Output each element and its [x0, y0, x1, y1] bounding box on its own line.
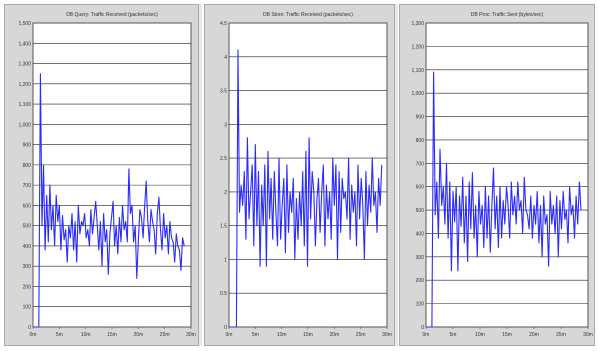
y-tick-label: 500: [416, 208, 425, 214]
x-tick-label: 25m: [556, 332, 566, 338]
x-tick-label: 20m: [329, 332, 339, 338]
chart-title: DB Proc: Traffic Sent (bytes/sec): [471, 12, 544, 18]
x-tick-label: 5m: [252, 332, 259, 338]
y-tick-label: 200: [23, 284, 32, 290]
plot-area: [425, 22, 589, 328]
series-line: [426, 71, 582, 328]
y-tick-label: 600: [416, 185, 425, 191]
y-tick-label: 100: [416, 302, 425, 308]
y-tick-label: 300: [416, 255, 425, 261]
chart-title: DB Store: Traffic Received (packets/sec): [263, 12, 353, 18]
y-tick-label: 2: [224, 190, 227, 196]
x-tick-label: 10m: [475, 332, 485, 338]
y-tick-label: 400: [23, 244, 32, 250]
x-tick-label: 15m: [303, 332, 313, 338]
y-tick-label: 1,300: [411, 21, 424, 27]
panel-separator: [395, 4, 398, 346]
x-tick-label: 5m: [450, 332, 457, 338]
y-tick-label: 700: [23, 183, 32, 189]
x-tick-label: 0m: [30, 332, 37, 338]
x-tick-label: 0m: [423, 332, 430, 338]
y-tick-label: 300: [23, 264, 32, 270]
chart-3-svg: DB Proc: Traffic Sent (bytes/sec) 0 100 200…: [411, 12, 593, 338]
y-tick-label: 0.5: [220, 291, 227, 297]
x-tick-label: 5m: [56, 332, 63, 338]
y-tick-label: 4: [224, 55, 227, 61]
y-tick-label: 800: [23, 163, 32, 169]
chart-2-svg: DB Store: Traffic Received (packets/sec)…: [220, 12, 392, 338]
y-tick-label: 1,500: [18, 21, 31, 27]
plot-area: [32, 22, 192, 328]
y-tick-label: 0: [224, 325, 227, 331]
chart-1-svg: DB Query: Traffic Received (packets/sec)…: [18, 12, 196, 338]
x-tick-label: 10m: [81, 332, 91, 338]
x-tick-label: 20m: [529, 332, 539, 338]
y-tick-label: 1: [224, 257, 227, 263]
y-tick-label: 0: [28, 325, 31, 331]
y-tick-label: 1.5: [220, 224, 227, 230]
x-tick-label: 30m: [382, 332, 392, 338]
y-tick-label: 1,400: [18, 41, 31, 47]
y-tick-label: 600: [23, 203, 32, 209]
y-tick-label: 1,200: [411, 44, 424, 50]
y-tick-label: 3.5: [220, 89, 227, 95]
y-tick-label: 800: [416, 138, 425, 144]
series-line: [229, 49, 383, 328]
y-tick-label: 1,300: [18, 62, 31, 68]
y-tick-label: 700: [416, 161, 425, 167]
y-tick-label: 1,000: [411, 91, 424, 97]
x-tick-label: 25m: [160, 332, 170, 338]
y-tick-label: 0: [421, 325, 424, 331]
x-tick-label: 25m: [356, 332, 366, 338]
x-tick-label: 15m: [107, 332, 117, 338]
y-tick-label: 3: [224, 122, 227, 128]
y-tick-label: 100: [23, 305, 32, 311]
y-tick-label: 400: [416, 231, 425, 237]
y-tick-label: 1,200: [18, 82, 31, 88]
x-tick-label: 20m: [133, 332, 143, 338]
chart-panel-1: DB Query: Traffic Received (packets/sec)…: [4, 4, 199, 346]
y-tick-label: 1,000: [18, 122, 31, 128]
y-tick-label: 900: [23, 143, 32, 149]
x-tick-label: 30m: [186, 332, 196, 338]
y-tick-label: 4.5: [220, 21, 227, 27]
chart-panel-2: DB Store: Traffic Received (packets/sec)…: [204, 4, 395, 346]
x-tick-label: 10m: [277, 332, 287, 338]
y-tick-label: 1,100: [18, 102, 31, 108]
chart-title: DB Query: Traffic Received (packets/sec): [66, 12, 158, 18]
panel-separator: [199, 4, 202, 346]
y-tick-label: 500: [23, 224, 32, 230]
series-line: [33, 73, 185, 328]
chart-panel-3: DB Proc: Traffic Sent (bytes/sec) 0 100 200…: [399, 4, 595, 346]
y-tick-label: 1,100: [411, 68, 424, 74]
x-tick-label: 15m: [502, 332, 512, 338]
y-tick-label: 2.5: [220, 156, 227, 162]
x-tick-label: 0m: [226, 332, 233, 338]
y-tick-label: 200: [416, 278, 425, 284]
y-tick-label: 900: [416, 115, 425, 121]
x-tick-label: 30m: [583, 332, 593, 338]
